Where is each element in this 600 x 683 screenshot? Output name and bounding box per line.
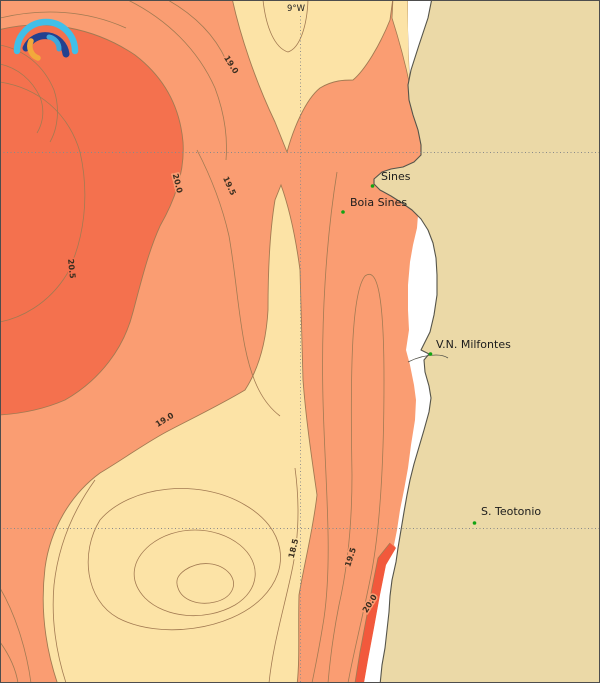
contour-line [87,488,281,631]
agency-logo [13,18,79,61]
logo-arc-yellow [27,38,41,61]
contour-line [311,171,338,683]
contour-line [0,63,44,134]
place-label: Boia Sines [350,196,407,209]
river-inlet [407,354,449,363]
landmass [373,0,600,683]
contour-line [327,474,353,683]
contour-line [196,149,281,417]
contour-line [52,479,96,683]
contour-line [347,274,385,683]
contour-line [176,563,234,604]
logo-arc-blue [46,34,62,52]
place-label: S. Teotonio [481,505,541,518]
place-label: V.N. Milfontes [436,338,511,351]
place-marker [472,521,477,525]
contour-line [167,0,227,61]
contour-line [0,81,86,323]
contour-line [0,587,32,683]
place-marker [341,210,345,214]
contour-line [262,0,309,53]
place-marker [370,184,375,188]
place-s-teotonio: S. Teotonio [472,505,541,525]
meridian-tick-label: 9°W [287,4,306,14]
contour-line [354,542,391,683]
place-boia-sines: Boia Sines [341,196,407,214]
logo-arc-cyan [13,18,79,55]
cool-band-tongue [231,0,394,154]
warm-core-blob [0,24,184,416]
contour-line [133,529,256,617]
cool-band-lower-field [42,183,318,683]
contour-label: 20.5 [66,258,77,279]
place-sines: Sines [370,170,411,188]
contour-line [268,467,299,683]
warm-coastal-strip [355,543,396,683]
contour-line [0,11,127,29]
contour-line [127,0,227,161]
place-marker [428,352,433,356]
contour-line [0,641,19,683]
place-label: Sines [381,170,411,183]
place-vn-milfontes: V.N. Milfontes [428,338,511,356]
